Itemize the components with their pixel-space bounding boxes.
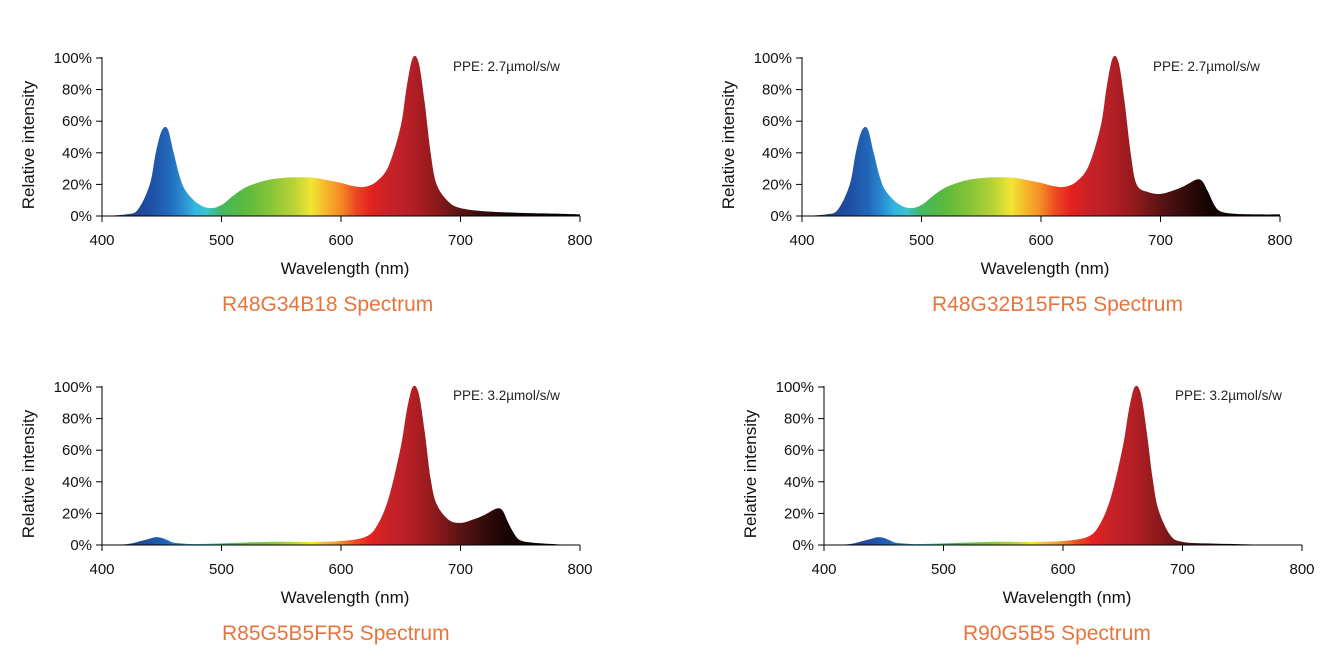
chart-caption-2: R48G32B15FR5 Spectrum [932,293,1183,316]
x-tick-label: 400 [89,232,114,249]
ppe-annotation: PPE: 2.7µmol/s/w [1153,59,1260,74]
y-tick-label: 60% [762,113,792,130]
chart-caption-4: R90G5B5 Spectrum [963,622,1151,645]
y-tick-label: 40% [62,474,92,491]
x-tick-label: 400 [89,561,114,578]
ppe-annotation: PPE: 3.2µmol/s/w [453,388,560,403]
y-tick-label: 20% [762,176,792,193]
y-tick-label: 40% [784,474,814,491]
x-axis-title: Wavelength (nm) [1003,588,1132,607]
y-tick-label: 60% [62,442,92,459]
x-axis-title: Wavelength (nm) [281,588,410,607]
y-tick-label: 20% [62,176,92,193]
x-tick-label: 400 [789,232,814,249]
x-tick-label: 700 [448,561,473,578]
y-axis-title: Relative intensity [19,409,38,538]
y-tick-label: 80% [762,82,792,99]
y-tick-label: 0% [770,208,792,225]
x-tick-label: 600 [328,561,353,578]
y-axis-title: Relative intensity [719,80,738,209]
x-tick-label: 700 [1148,232,1173,249]
x-tick-label: 700 [1170,561,1195,578]
x-tick-label: 600 [1050,561,1075,578]
chart-panel-3: 0% 20% 40% 60% 80% 100% 400 500 600 700 800 Wavelen… [0,329,670,658]
spectrum-area [802,55,1280,217]
spectrum-area [824,385,1302,545]
x-tick-label: 800 [1289,561,1314,578]
y-tick-label: 60% [62,113,92,130]
y-tick-label: 40% [762,145,792,162]
y-axis-title: Relative intensity [741,409,760,538]
chart-svg-3: 0% 20% 40% 60% 80% 100% 400 500 600 700 800 Wavelen… [19,379,593,607]
x-axis-title: Wavelength (nm) [981,259,1110,278]
chart-svg-1: 0% 20% 40% 60% 80% 100% 400 500 600 700 800 Wavelen… [19,50,593,278]
spectrum-area [102,55,580,217]
ppe-annotation: PPE: 3.2µmol/s/w [1175,388,1282,403]
y-tick-label: 80% [784,411,814,428]
y-tick-label: 20% [62,505,92,522]
ppe-annotation: PPE: 2.7µmol/s/w [453,59,560,74]
y-tick-label: 100% [754,50,792,67]
chart-svg-2: 0% 20% 40% 60% 80% 100% 400 500 600 700 800 Wavelen… [719,50,1293,278]
y-tick-label: 0% [70,537,92,554]
chart-svg-4: 0% 20% 40% 60% 80% 100% 400 500 600 700 800 Wavelen… [741,379,1315,607]
x-tick-label: 600 [328,232,353,249]
chart-panel-1: 0% 20% 40% 60% 80% 100% 400 500 600 700 800 Wavelen… [0,0,670,329]
x-tick-label: 400 [811,561,836,578]
y-axis-title: Relative intensity [19,80,38,209]
y-tick-label: 0% [792,537,814,554]
y-tick-label: 0% [70,208,92,225]
y-tick-label: 100% [776,379,814,396]
spectrum-area [102,385,580,545]
y-tick-label: 20% [784,505,814,522]
x-tick-label: 500 [209,561,234,578]
y-tick-label: 60% [784,442,814,459]
x-tick-label: 600 [1028,232,1053,249]
chart-panel-4: 0% 20% 40% 60% 80% 100% 400 500 600 700 800 Wavelen… [722,329,1341,658]
x-tick-label: 500 [931,561,956,578]
y-tick-label: 100% [54,379,92,396]
y-tick-label: 40% [62,145,92,162]
y-tick-label: 80% [62,411,92,428]
x-tick-label: 500 [209,232,234,249]
x-tick-label: 800 [1267,232,1292,249]
x-tick-label: 500 [909,232,934,249]
x-axis-title: Wavelength (nm) [281,259,410,278]
x-tick-label: 800 [567,232,592,249]
chart-caption-3: R85G5B5FR5 Spectrum [222,622,450,645]
y-tick-label: 100% [54,50,92,67]
chart-panel-2: 0% 20% 40% 60% 80% 100% 400 500 600 700 800 Wavelen… [700,0,1341,329]
x-tick-label: 800 [567,561,592,578]
chart-caption-1: R48G34B18 Spectrum [222,293,434,316]
x-tick-label: 700 [448,232,473,249]
y-tick-label: 80% [62,82,92,99]
